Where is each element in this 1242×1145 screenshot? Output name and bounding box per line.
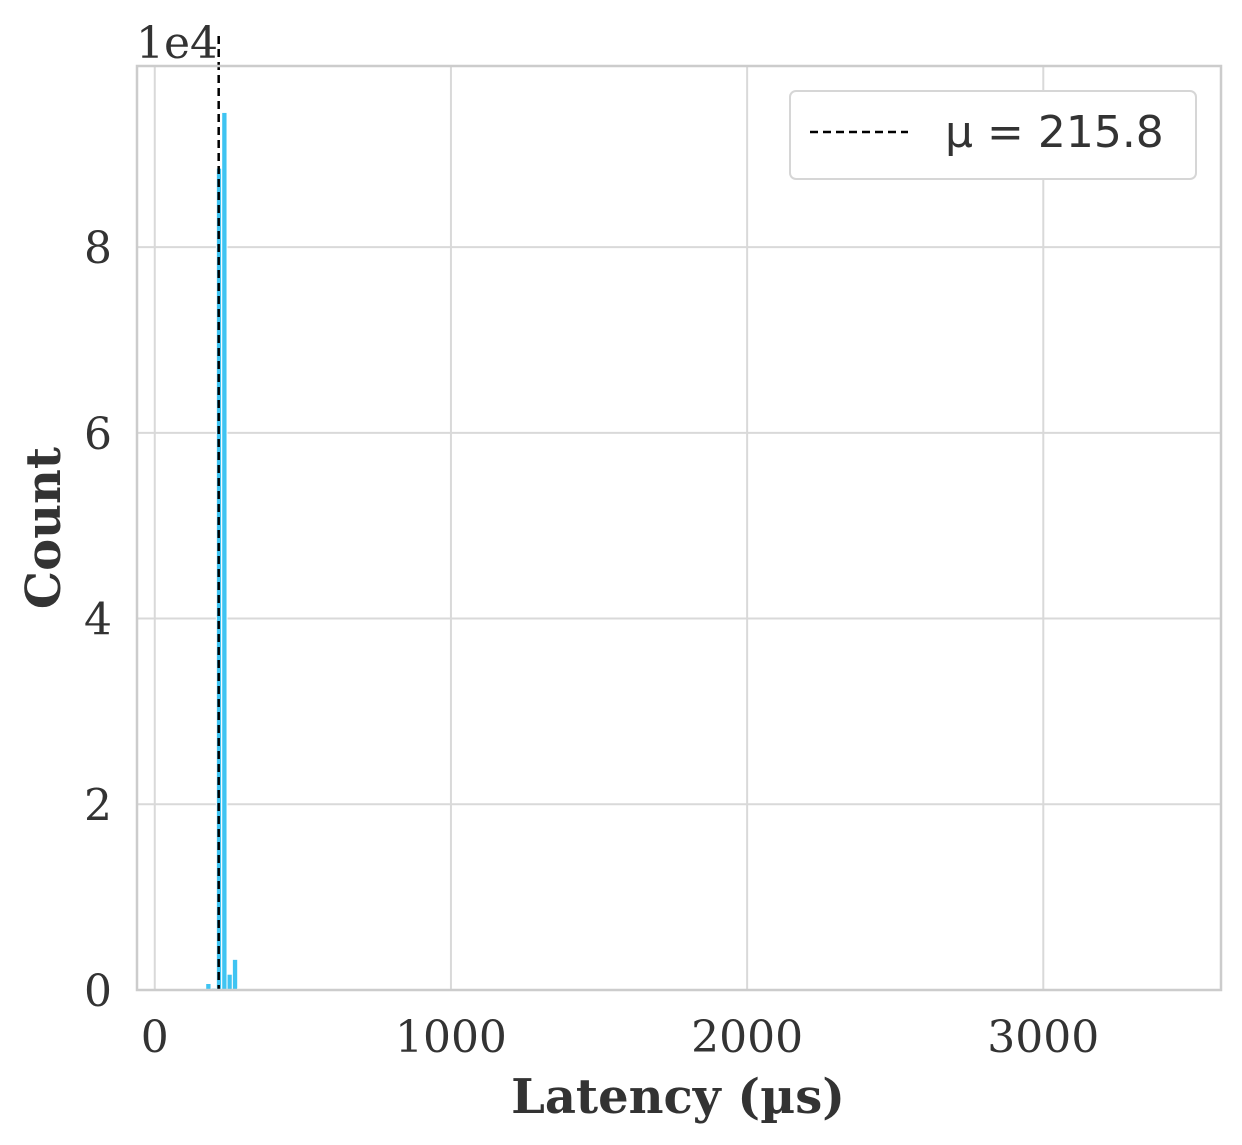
legend-box	[789, 90, 1197, 180]
histogram-bar	[226, 973, 233, 991]
histogram-bar	[215, 167, 223, 991]
y-tick-label: 4	[84, 595, 112, 646]
y-tick-label: 6	[84, 409, 112, 460]
y-axis-label: Count	[16, 447, 72, 609]
x-axis-label: Latency (µs)	[511, 1069, 845, 1125]
histogram-bar	[221, 111, 228, 991]
x-tick-labels: 0 1000 2000 3000	[141, 1012, 1100, 1063]
plot-frame	[135, 64, 1223, 992]
x-tick-label: 1000	[395, 1012, 507, 1063]
y-tick-labels: 0 2 4 6 8	[84, 223, 112, 1017]
grid-lines	[137, 66, 1221, 991]
histogram-bar	[231, 958, 239, 991]
x-tick-label: 0	[141, 1012, 169, 1063]
y-tick-label: 0	[84, 966, 112, 1017]
y-tick-label: 2	[84, 780, 112, 831]
x-tick-label: 2000	[691, 1012, 803, 1063]
histogram-bars	[205, 111, 244, 991]
y-tick-label: 8	[84, 223, 112, 274]
x-tick-label: 3000	[987, 1012, 1099, 1063]
legend-mean-label: μ = 215.8	[945, 107, 1164, 158]
legend: μ = 215.8	[789, 90, 1197, 180]
y-offset-label: 1e4	[136, 18, 218, 69]
